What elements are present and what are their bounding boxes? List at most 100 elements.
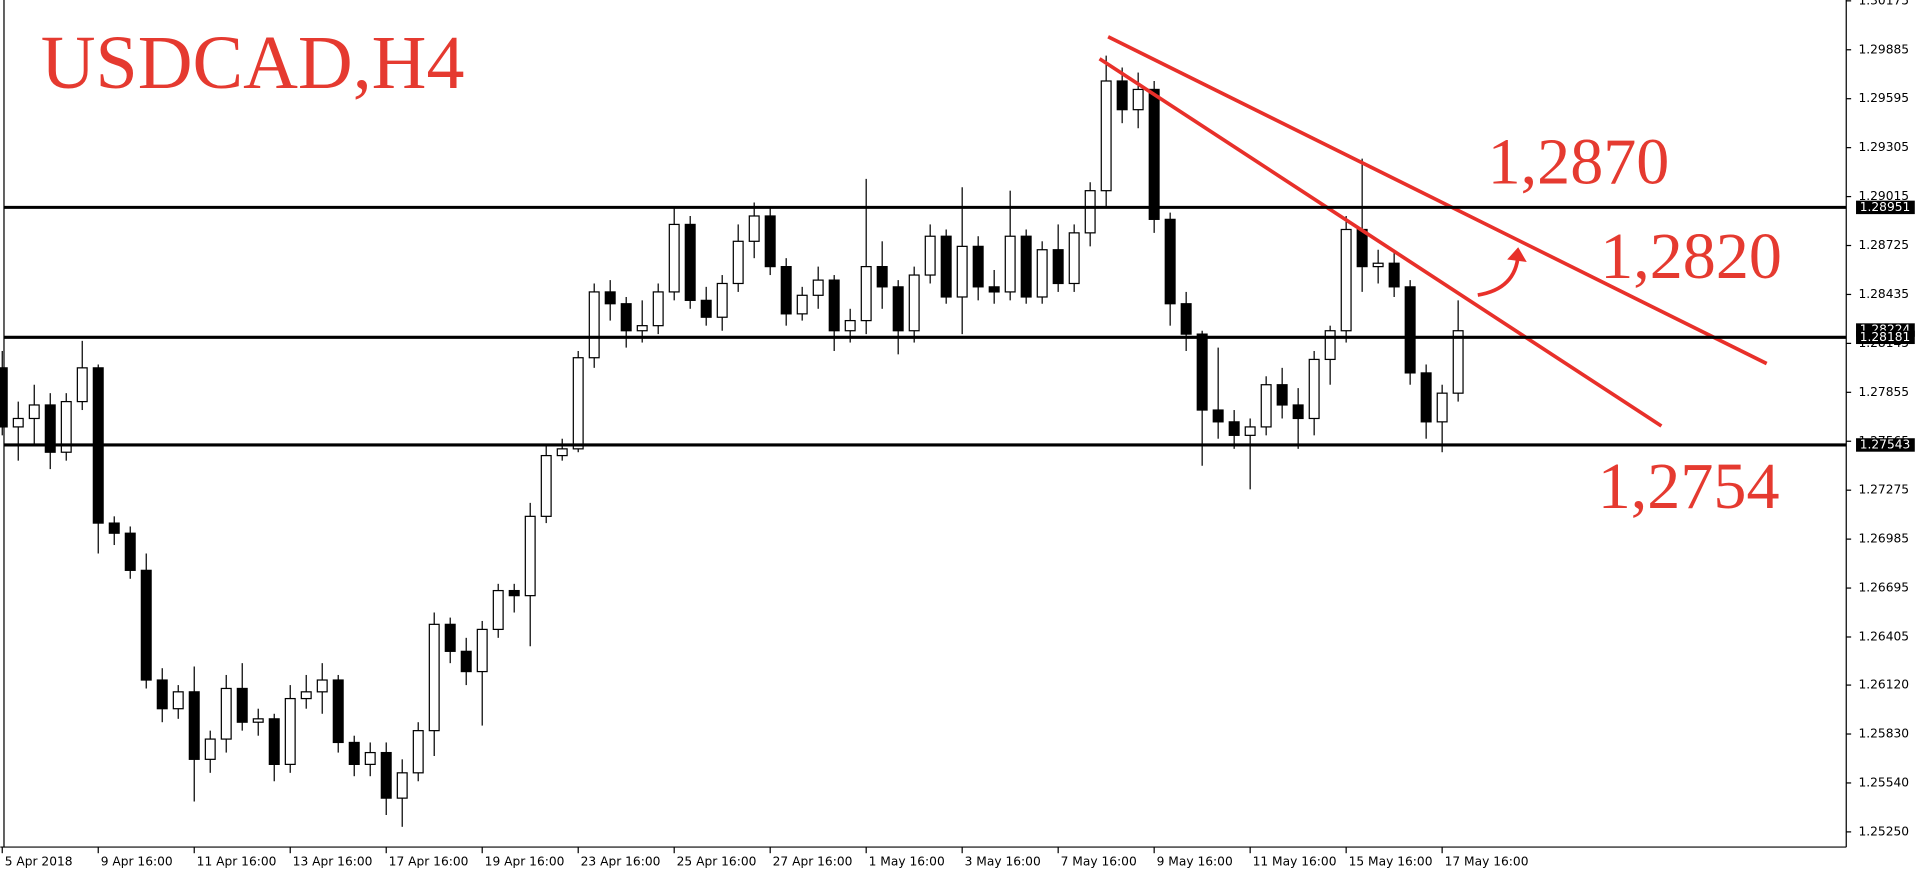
candle-body	[252, 718, 264, 723]
candle-body	[556, 448, 568, 457]
trend-line	[1098, 57, 1663, 428]
level-label-box	[1856, 438, 1915, 452]
level-label: 1.27543	[1860, 437, 1911, 451]
candle-body	[1388, 262, 1400, 288]
y-tick-label: 1.30175	[1858, 0, 1909, 7]
candle-body	[1116, 80, 1128, 111]
x-tick-label: 11 Apr 16:00	[197, 854, 277, 868]
x-tick-label: 9 May 16:00	[1157, 854, 1233, 868]
candle-body	[1004, 235, 1016, 293]
y-tick-label: 1.26120	[1858, 678, 1909, 692]
candle-body	[1100, 80, 1112, 192]
candle-body	[1436, 392, 1448, 423]
candle-body	[108, 522, 120, 534]
x-tick-label: 5 Apr 2018	[5, 854, 73, 868]
candle-body	[284, 697, 296, 765]
x-tick-label: 7 May 16:00	[1061, 854, 1137, 868]
candle-body	[412, 730, 424, 774]
candle-body	[524, 515, 536, 597]
candle-body	[908, 274, 920, 332]
candle-body	[1308, 358, 1320, 420]
candle-body	[716, 282, 728, 318]
candle-body	[12, 417, 24, 428]
candle-body	[588, 291, 600, 359]
candle-body	[828, 279, 840, 332]
candle-body	[1148, 88, 1160, 220]
y-tick-label: 1.29595	[1858, 91, 1909, 105]
candle-body	[364, 751, 376, 765]
candle-body	[748, 215, 760, 242]
level-label-box	[1856, 200, 1915, 215]
x-tick-label: 11 May 16:00	[1253, 854, 1337, 868]
annotation: 1,2870	[1488, 126, 1670, 199]
candle-body	[460, 650, 472, 673]
candle-body	[1084, 190, 1096, 234]
x-tick-label: 23 Apr 16:00	[581, 854, 661, 868]
candle-body	[1068, 232, 1080, 285]
annotation: 1,2754	[1598, 450, 1780, 523]
candle-body	[540, 454, 552, 517]
x-tick-label: 25 Apr 16:00	[677, 854, 757, 868]
candle-body	[956, 245, 968, 298]
candle-body	[620, 303, 632, 332]
candle-body	[988, 286, 1000, 293]
candle-body	[1020, 235, 1032, 298]
candle-body	[668, 223, 680, 293]
candle-body	[236, 687, 248, 723]
candle-body	[172, 691, 184, 710]
candle-body	[652, 291, 664, 327]
y-tick-label: 1.27275	[1858, 483, 1909, 497]
level-label: 1.28951	[1860, 200, 1911, 214]
candle-body	[76, 367, 88, 403]
x-tick-label: 27 Apr 16:00	[773, 854, 853, 868]
arrow-head	[1507, 247, 1527, 262]
y-tick-label: 1.27855	[1858, 385, 1909, 399]
candle-body	[268, 718, 280, 765]
candle-body	[732, 240, 744, 285]
y-tick-label: 1.28725	[1858, 238, 1909, 252]
candle-body	[204, 738, 216, 760]
y-tick-label: 1.29885	[1858, 42, 1909, 56]
x-tick-label: 17 Apr 16:00	[389, 854, 469, 868]
candle-body	[188, 691, 200, 760]
y-tick-label: 1.26985	[1858, 532, 1909, 546]
candle-body	[1164, 218, 1176, 305]
candle-body	[572, 357, 584, 450]
candle-body	[44, 404, 56, 453]
candle-body	[1292, 404, 1304, 420]
candle-body	[1420, 372, 1432, 423]
candle-body	[300, 691, 312, 700]
candle-body	[1244, 426, 1256, 436]
candle-body	[316, 679, 328, 693]
candle-body	[1324, 330, 1336, 361]
candle-body	[156, 679, 168, 710]
candle-body	[636, 325, 648, 332]
candle-body	[812, 279, 824, 296]
candle-body	[60, 400, 72, 453]
candle-body	[860, 265, 872, 322]
candle-body	[220, 687, 232, 740]
candle-body	[0, 367, 8, 428]
candle-body	[508, 589, 520, 597]
candle-body	[1260, 384, 1272, 428]
candle-body	[972, 245, 984, 288]
candle-body	[604, 291, 616, 305]
candle-body	[1452, 330, 1464, 394]
trend-line	[1107, 35, 1768, 366]
candle-body	[844, 319, 856, 332]
x-tick-label: 19 Apr 16:00	[485, 854, 565, 868]
candle-body	[1132, 88, 1144, 111]
candle-body	[396, 772, 408, 799]
y-tick-label: 1.28435	[1858, 287, 1909, 301]
candle-body	[1196, 333, 1208, 411]
y-tick-label: 1.29305	[1858, 140, 1909, 154]
chart-title: USDCAD,H4	[41, 21, 465, 105]
candle-body	[940, 235, 952, 298]
candle-body	[892, 286, 904, 332]
y-tick-label: 1.29015	[1858, 189, 1909, 203]
candle-body	[124, 532, 136, 571]
y-tick-label: 1.25250	[1858, 824, 1909, 838]
candle-body	[684, 223, 696, 301]
